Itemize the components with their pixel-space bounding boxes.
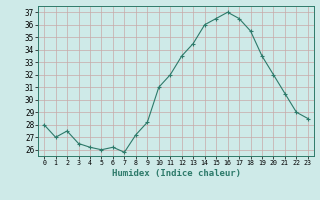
- X-axis label: Humidex (Indice chaleur): Humidex (Indice chaleur): [111, 169, 241, 178]
